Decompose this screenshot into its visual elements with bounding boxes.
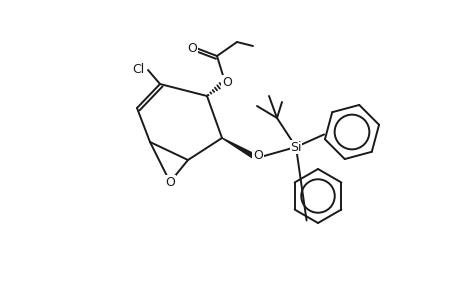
Text: Cl: Cl (133, 62, 145, 76)
Text: O: O (165, 176, 174, 188)
Text: O: O (252, 148, 263, 161)
Text: O: O (187, 41, 196, 55)
Polygon shape (222, 138, 257, 160)
Text: Si: Si (290, 140, 301, 154)
Text: O: O (222, 76, 231, 88)
